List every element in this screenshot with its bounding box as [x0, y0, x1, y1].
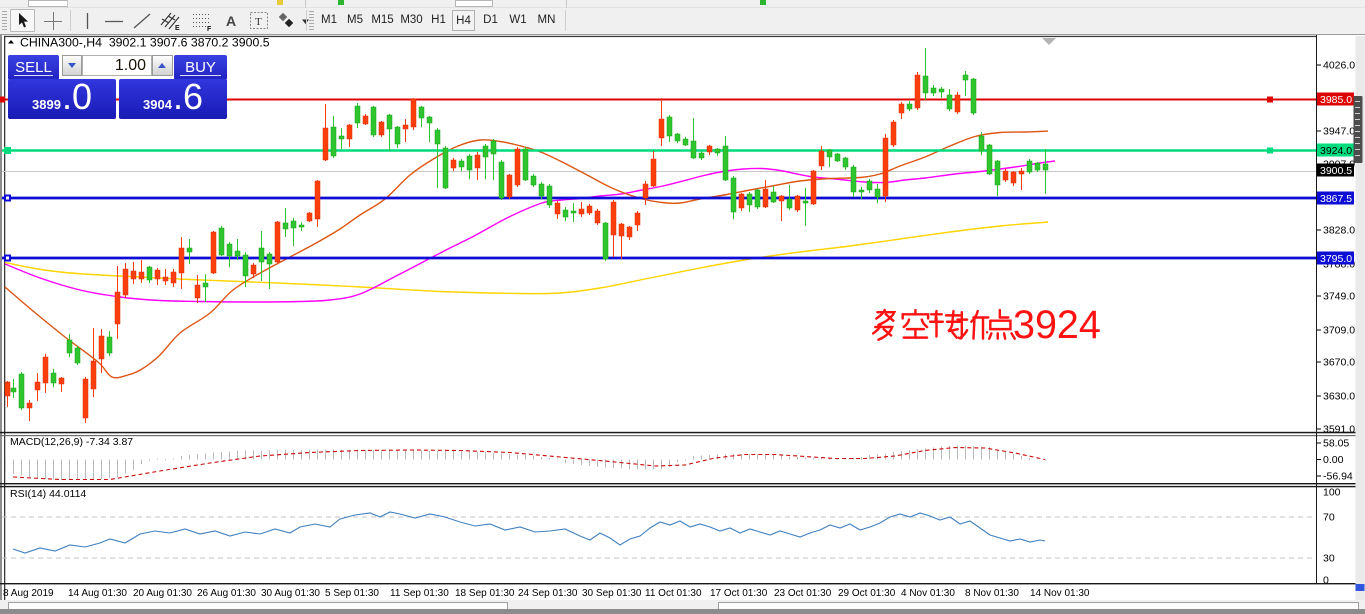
svg-text:3985.0: 3985.0 [1320, 94, 1352, 106]
svg-text:0.00: 0.00 [1323, 454, 1344, 466]
svg-text:3828.0: 3828.0 [1323, 225, 1355, 237]
svg-text:3591.0: 3591.0 [1323, 424, 1355, 436]
svg-text:5 Sep 01:30: 5 Sep 01:30 [325, 588, 379, 599]
svg-text:58.05: 58.05 [1323, 438, 1349, 450]
svg-text:29 Oct 01:30: 29 Oct 01:30 [838, 588, 896, 599]
svg-text:70: 70 [1323, 512, 1335, 524]
svg-text:17 Oct 01:30: 17 Oct 01:30 [710, 588, 768, 599]
svg-text:E: E [175, 25, 180, 31]
svg-text:-56.94: -56.94 [1323, 471, 1353, 483]
svg-text:11 Oct 01:30: 11 Oct 01:30 [645, 588, 702, 599]
svg-text:100: 100 [1323, 487, 1341, 499]
svg-text:18 Sep 01:30: 18 Sep 01:30 [455, 588, 515, 599]
svg-text:4026.0: 4026.0 [1323, 60, 1355, 72]
svg-text:3670.0: 3670.0 [1323, 357, 1355, 369]
svg-text:30: 30 [1323, 553, 1335, 565]
svg-text:8 Aug 2019: 8 Aug 2019 [3, 588, 54, 599]
svg-text:8 Nov 01:30: 8 Nov 01:30 [965, 588, 1019, 599]
svg-text:14 Nov 01:30: 14 Nov 01:30 [1030, 588, 1090, 599]
svg-text:3947.0: 3947.0 [1323, 126, 1355, 138]
svg-text:3630.0: 3630.0 [1323, 391, 1355, 403]
svg-text:30 Sep 01:30: 30 Sep 01:30 [582, 588, 642, 599]
svg-text:3795.0: 3795.0 [1320, 253, 1352, 265]
svg-text:CHINA300-,H4 3902.1 3907.6 38: CHINA300-,H4 3902.1 3907.6 3870.2 3900.5 [20, 36, 270, 50]
svg-text:F: F [207, 26, 212, 31]
svg-text:3900.5: 3900.5 [1320, 165, 1352, 177]
svg-text:26 Aug 01:30: 26 Aug 01:30 [197, 588, 256, 599]
svg-text:3924.0: 3924.0 [1320, 145, 1352, 157]
svg-text:3709.0: 3709.0 [1323, 325, 1355, 337]
svg-text:3867.5: 3867.5 [1320, 193, 1352, 205]
svg-text:T: T [255, 16, 262, 28]
svg-text:RSI(14) 44.0114: RSI(14) 44.0114 [10, 488, 86, 500]
svg-text:3924: 3924 [1013, 303, 1101, 347]
svg-text:20 Aug 01:30: 20 Aug 01:30 [133, 588, 192, 599]
svg-text:0: 0 [1323, 575, 1329, 587]
svg-text:23 Oct 01:30: 23 Oct 01:30 [774, 588, 832, 599]
svg-text:14 Aug 01:30: 14 Aug 01:30 [68, 588, 127, 599]
svg-text:30 Aug 01:30: 30 Aug 01:30 [261, 588, 320, 599]
svg-text:11 Sep 01:30: 11 Sep 01:30 [390, 588, 449, 599]
svg-text:4 Nov 01:30: 4 Nov 01:30 [901, 588, 955, 599]
svg-text:3749.0: 3749.0 [1323, 291, 1355, 303]
svg-text:MACD(12,26,9) -7.34 3.87: MACD(12,26,9) -7.34 3.87 [10, 436, 133, 448]
svg-text:24 Sep 01:30: 24 Sep 01:30 [518, 588, 578, 599]
